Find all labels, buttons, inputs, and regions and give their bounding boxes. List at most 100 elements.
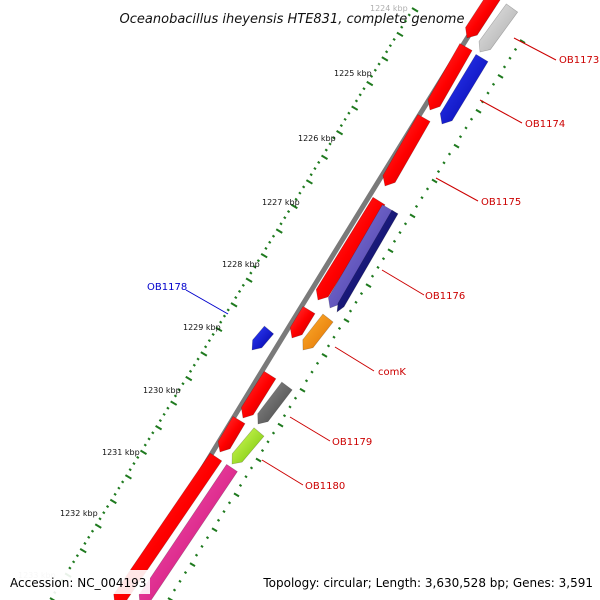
tick-mark — [185, 375, 193, 382]
tick-mark — [302, 185, 306, 189]
gene-label-OB1178[interactable]: OB1178 — [147, 282, 187, 293]
tick-mark — [172, 588, 177, 592]
tick-mark — [313, 166, 317, 171]
tick-mark — [260, 448, 265, 453]
scale-label-7: 1231 kbp — [102, 448, 140, 457]
tick-mark — [128, 468, 132, 472]
scale-label-6: 1230 kbp — [143, 386, 181, 395]
tick-mark — [317, 160, 321, 164]
tick-mark — [173, 394, 178, 398]
tick-mark — [366, 80, 374, 87]
gene-arrow-navy-OB1176 — [336, 209, 399, 313]
tick-mark — [392, 37, 396, 42]
tick-mark — [337, 326, 342, 331]
tick-mark — [358, 93, 362, 97]
gene-label-OB1179[interactable]: OB1179 — [332, 437, 372, 448]
gene-label-comK[interactable]: comK — [378, 367, 406, 378]
tick-mark — [464, 126, 468, 130]
gene-arrow-red-1 — [465, 0, 501, 39]
tick-mark — [98, 517, 102, 521]
tick-mark — [79, 547, 87, 554]
tick-mark — [266, 440, 270, 444]
tick-mark — [343, 117, 347, 121]
gene-arrow-red-5 — [289, 305, 316, 339]
tick-mark — [207, 339, 211, 343]
tick-mark — [447, 152, 452, 156]
tick-mark — [277, 422, 284, 428]
tick-mark — [264, 246, 268, 250]
tick-mark — [181, 382, 185, 386]
gene-arrow-pink — [138, 463, 238, 600]
tick-mark — [407, 13, 411, 17]
tick-mark — [381, 56, 389, 62]
tick-mark — [362, 87, 366, 91]
tick-mark — [268, 240, 272, 244]
tick-mark — [343, 318, 350, 323]
gene-arrow-dgray-OB1179 — [257, 381, 293, 425]
tick-mark — [109, 498, 117, 505]
tick-mark — [299, 387, 306, 393]
tick-mark — [315, 361, 320, 365]
tick-mark — [321, 353, 328, 358]
gene-arrow-blue-OB1174 — [439, 53, 489, 125]
tick-mark — [170, 400, 178, 406]
summary-background — [256, 570, 600, 594]
tick-mark — [155, 425, 163, 431]
tick-mark — [290, 203, 298, 210]
tick-mark — [359, 292, 364, 296]
tick-mark — [328, 142, 332, 146]
gene-label-OB1173[interactable]: OB1173 — [559, 55, 599, 66]
tick-mark — [255, 457, 262, 463]
tick-mark — [288, 405, 292, 409]
tick-mark — [121, 480, 125, 484]
tick-mark — [469, 117, 474, 121]
footer: Accession: NC_004193 Topology: circular;… — [6, 570, 600, 594]
tick-mark — [147, 437, 151, 441]
leader-line-OB1179 — [289, 416, 331, 442]
tick-mark — [87, 535, 91, 539]
tick-mark — [200, 351, 208, 357]
gene-label-OB1174[interactable]: OB1174 — [525, 119, 565, 130]
tick-mark — [369, 74, 374, 78]
tick-mark — [519, 39, 526, 44]
tick-mark — [271, 234, 276, 238]
gene-features — [113, 0, 519, 600]
gene-arrow-lime-OB1180 — [231, 427, 265, 465]
tick-mark — [94, 523, 102, 529]
tick-mark — [75, 554, 79, 558]
tick-mark — [211, 527, 218, 533]
tick-mark — [486, 91, 490, 95]
tick-mark — [136, 455, 140, 459]
tick-mark — [158, 418, 162, 423]
tick-mark — [283, 216, 287, 220]
tick-mark — [403, 222, 408, 226]
scale-label-4: 1228 kbp — [222, 260, 260, 269]
tick-mark — [249, 271, 253, 275]
tick-mark — [72, 560, 76, 564]
tick-mark — [177, 388, 181, 392]
gene-label-OB1180[interactable]: OB1180 — [305, 481, 345, 492]
tick-mark — [513, 47, 518, 52]
tick-mark — [253, 265, 257, 269]
accession-background — [6, 570, 150, 594]
gene-arrow-red-3 — [382, 114, 431, 187]
tick-mark — [336, 130, 344, 136]
scale-label-3: 1227 kbp — [262, 198, 300, 207]
tick-mark — [139, 449, 148, 455]
tick-mark — [286, 210, 291, 214]
accession-text: Accession: NC_004193 — [10, 576, 146, 590]
tick-mark — [347, 111, 351, 115]
tick-mark — [326, 344, 331, 348]
tick-mark — [332, 335, 336, 339]
tick-mark — [387, 248, 394, 254]
gene-label-OB1176[interactable]: OB1176 — [425, 291, 465, 302]
tick-mark — [442, 161, 446, 165]
label-leader-lines — [185, 37, 557, 486]
tick-mark — [194, 553, 199, 557]
tick-mark — [294, 197, 298, 201]
tick-mark — [377, 62, 381, 66]
tick-mark — [151, 431, 155, 435]
leader-line-OB1174 — [479, 99, 523, 124]
gene-label-OB1175[interactable]: OB1175 — [481, 197, 521, 208]
tick-mark — [249, 466, 254, 470]
